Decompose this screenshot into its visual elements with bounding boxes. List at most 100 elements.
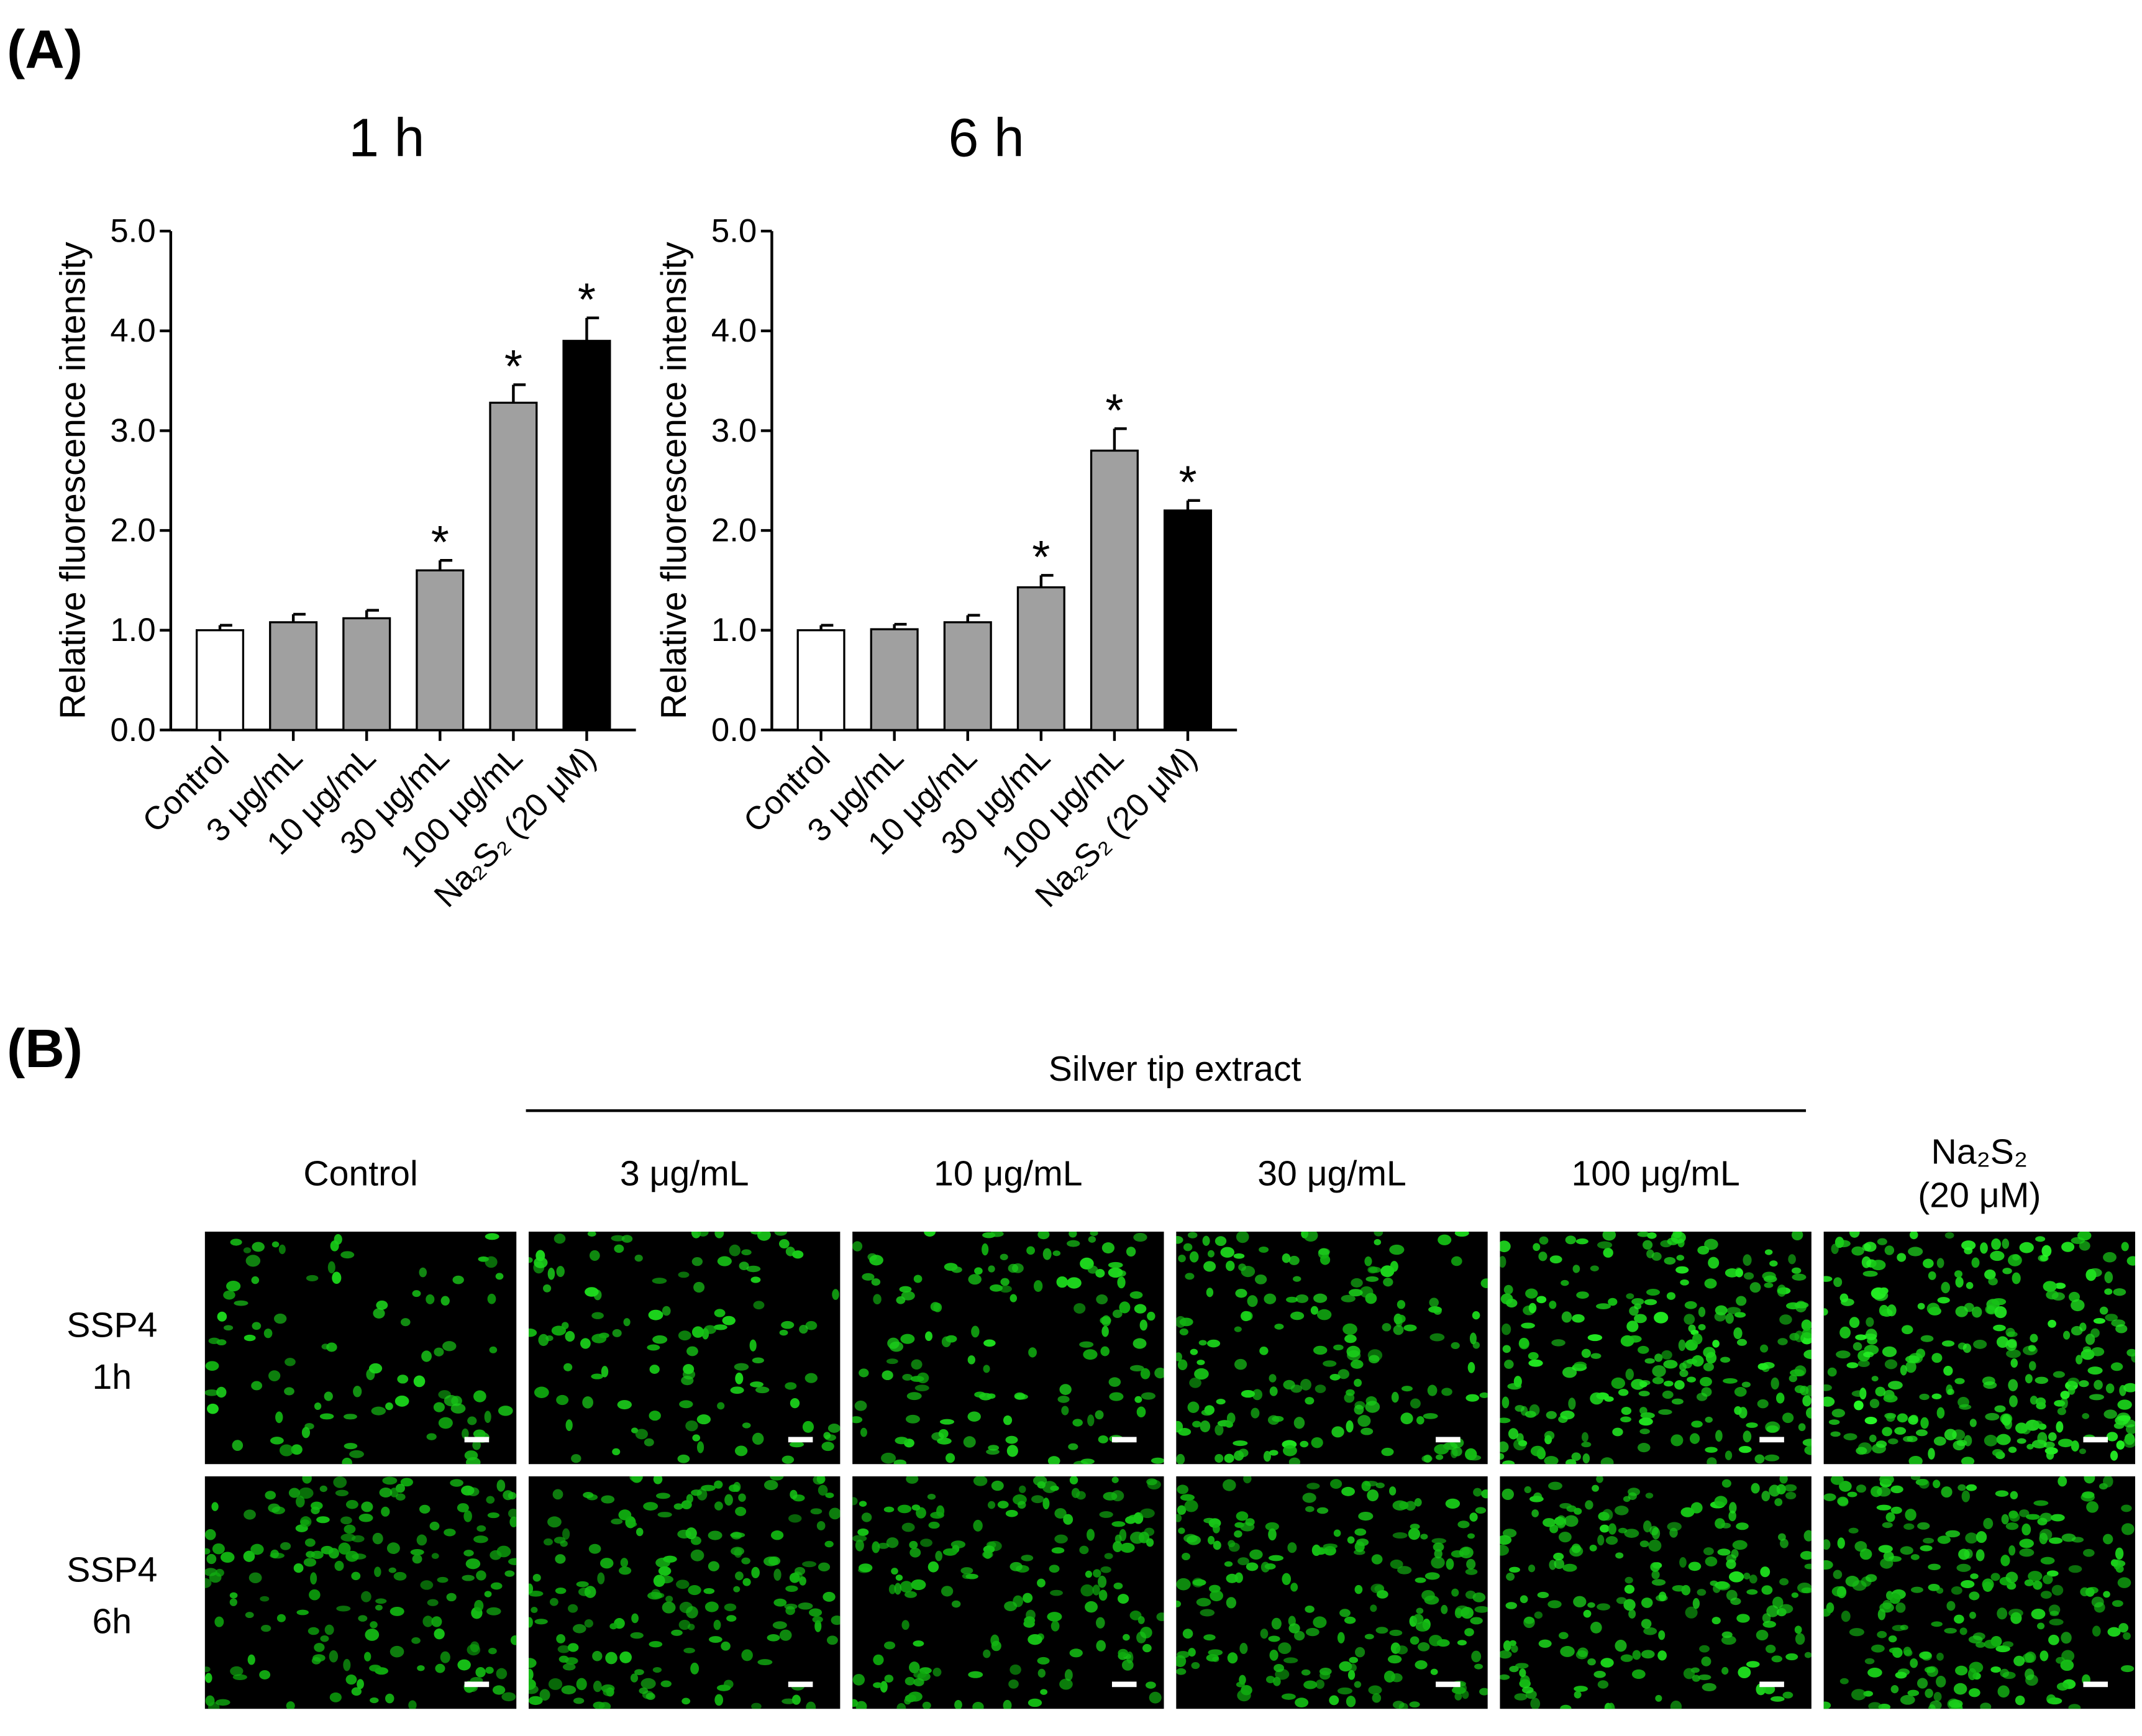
cell	[1604, 1396, 1614, 1402]
cell	[338, 1542, 351, 1555]
cell	[1867, 1668, 1882, 1678]
cell	[1775, 1393, 1785, 1404]
cell	[374, 1566, 381, 1578]
cell	[788, 1514, 802, 1523]
cell	[1933, 1692, 1942, 1702]
cell	[772, 1621, 787, 1629]
cell	[1581, 1348, 1591, 1358]
cell	[324, 1624, 334, 1635]
cell	[1547, 1600, 1562, 1609]
cell	[1961, 1457, 1975, 1465]
cell	[895, 1574, 903, 1581]
panel-label: (A)	[7, 19, 83, 80]
cell	[735, 1372, 744, 1384]
cell	[440, 1651, 450, 1663]
cell	[665, 1596, 673, 1602]
cell	[1717, 1548, 1731, 1556]
cell	[1283, 1657, 1298, 1663]
cell	[683, 1364, 695, 1375]
cell	[485, 1666, 494, 1674]
cell	[206, 1553, 217, 1565]
cell	[779, 1629, 792, 1641]
cell	[1358, 1511, 1374, 1521]
cell	[1936, 1587, 1944, 1594]
cell	[1882, 1599, 1892, 1610]
cell	[2010, 1491, 2018, 1500]
cell	[1241, 1389, 1256, 1398]
cell	[2015, 1695, 2025, 1706]
cell	[1916, 1348, 1926, 1358]
cell	[412, 1554, 422, 1564]
cell	[1239, 1643, 1248, 1655]
cell	[1936, 1652, 1944, 1661]
cell	[1069, 1476, 1078, 1485]
cell	[683, 1647, 695, 1653]
cell	[751, 1566, 760, 1579]
cell	[1274, 1663, 1285, 1673]
cell	[798, 1602, 813, 1610]
cell	[1346, 1420, 1354, 1433]
row-label: 1h	[93, 1357, 132, 1397]
cell	[734, 1445, 748, 1457]
cell	[1037, 1578, 1046, 1588]
cell	[1333, 1529, 1341, 1537]
cell	[311, 1506, 320, 1514]
cell	[1441, 1604, 1448, 1614]
cell	[880, 1681, 888, 1693]
cell	[1339, 1661, 1352, 1672]
cell	[400, 1478, 413, 1487]
cell	[599, 1702, 611, 1709]
cell	[1735, 1268, 1743, 1278]
cell	[973, 1476, 988, 1486]
cell	[741, 1557, 750, 1565]
cell	[1504, 1360, 1514, 1369]
cell	[823, 1432, 831, 1440]
scale-bar	[464, 1681, 490, 1688]
cell	[1505, 1602, 1517, 1609]
cell	[1738, 1407, 1748, 1419]
cell	[1355, 1647, 1365, 1658]
cell	[2060, 1397, 2068, 1409]
cell	[1397, 1566, 1412, 1575]
cell	[1984, 1435, 1998, 1447]
cell	[334, 1560, 344, 1571]
cell	[601, 1495, 615, 1504]
cell	[852, 1497, 858, 1506]
cell	[1830, 1431, 1841, 1437]
cell	[314, 1402, 322, 1411]
cell	[1123, 1634, 1130, 1641]
cell	[1313, 1547, 1328, 1555]
cell	[250, 1543, 264, 1555]
cell	[2085, 1269, 2097, 1281]
cell	[464, 1450, 478, 1461]
cell	[790, 1489, 798, 1499]
cell	[920, 1538, 932, 1547]
cell	[1531, 1509, 1539, 1517]
cell	[2105, 1383, 2115, 1394]
cell	[342, 1457, 352, 1465]
cell	[1313, 1293, 1328, 1303]
cell	[1235, 1288, 1247, 1298]
cell	[917, 1372, 929, 1384]
cell	[1118, 1648, 1129, 1658]
cell	[495, 1273, 504, 1280]
cell	[1288, 1623, 1300, 1634]
cell	[1017, 1501, 1026, 1509]
cell	[319, 1485, 327, 1493]
cell	[881, 1452, 896, 1464]
cell	[1916, 1678, 1928, 1689]
cell	[1976, 1549, 1985, 1561]
cell	[2060, 1391, 2070, 1399]
cell	[1129, 1291, 1143, 1299]
cell	[2099, 1306, 2108, 1315]
cell	[1871, 1260, 1886, 1271]
cell	[1051, 1547, 1065, 1554]
cell	[1072, 1419, 1083, 1427]
cell	[742, 1422, 751, 1429]
cell	[963, 1436, 976, 1448]
cell	[1282, 1573, 1292, 1586]
cell	[2068, 1704, 2081, 1709]
cell	[1059, 1384, 1072, 1395]
cell	[1176, 1514, 1182, 1522]
cell	[1129, 1365, 1144, 1371]
